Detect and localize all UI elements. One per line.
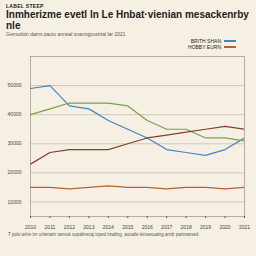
svg-text:2017: 2017	[161, 224, 172, 230]
svg-text:2016: 2016	[142, 224, 153, 230]
svg-text:2019: 2019	[200, 224, 211, 230]
svg-text:30000: 30000	[8, 140, 22, 146]
html-text:T pols wrire inr unlenatrr tan: T pols wrire inr unlenatrr tanxsk sopalr…	[8, 232, 200, 237]
svg-text:2013: 2013	[83, 224, 94, 230]
svg-text:2021: 2021	[239, 224, 250, 230]
svg-text:10000: 10000	[8, 199, 22, 205]
svg-text:2011: 2011	[45, 224, 56, 230]
html-text:LABEL STEEP: LABEL STEEP	[6, 3, 44, 9]
svg-text:2018: 2018	[181, 224, 192, 230]
svg-text:2020: 2020	[219, 224, 230, 230]
svg-text:2010: 2010	[25, 224, 36, 230]
svg-text:20000: 20000	[8, 169, 22, 175]
svg-text:50000: 50000	[8, 82, 22, 88]
svg-text:2012: 2012	[64, 224, 75, 230]
html-text:Inmherizme evetl ln Le Hnbat·v: Inmherizme evetl ln Le Hnbat·vienian mes…	[6, 9, 249, 31]
html-text:BRITH SHAN: BRITH SHAN	[190, 38, 221, 44]
svg-text:40000: 40000	[8, 111, 22, 117]
html-text:Gemudsin dams pactu anneal sna: Gemudsin dams pactu anneal snanngcustria…	[6, 31, 126, 37]
svg-text:2015: 2015	[122, 224, 133, 230]
html-text:HOBBY EURN: HOBBY EURN	[188, 44, 221, 50]
svg-text:2014: 2014	[103, 224, 114, 230]
